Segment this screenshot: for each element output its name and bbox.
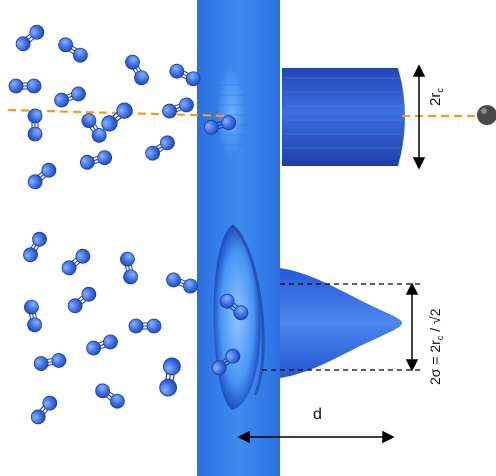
tophat-width-label: 2rc (427, 88, 445, 106)
diatomic-molecule-icon (33, 353, 67, 371)
diatomic-molecule-icon (95, 383, 125, 409)
diatomic-molecule-icon (125, 54, 149, 86)
diatomic-molecule-icon (79, 150, 113, 170)
diatomic-molecule-icon (145, 135, 175, 161)
diatomic-molecule-icon (30, 395, 58, 425)
diatomic-molecule-icon (166, 272, 198, 294)
diatomic-molecule-icon (86, 334, 118, 356)
gaussian-profile (280, 268, 402, 378)
diatomic-molecule-icon (67, 286, 97, 314)
diatomic-molecule-icon (15, 24, 45, 52)
gaussian-width-label: 2σ = 2rc / √2 (427, 308, 445, 385)
cylinder-hatching (285, 77, 404, 149)
diatomic-molecule-icon (203, 115, 237, 135)
distance-label: d (313, 406, 322, 423)
diatomic-molecule-icon (162, 97, 194, 119)
particle-icon (477, 105, 496, 125)
tophat-profile (282, 68, 405, 166)
diatomic-molecule-icon (54, 86, 86, 108)
diatomic-molecule-icon (101, 102, 133, 132)
tophat-width-arrow (412, 64, 426, 170)
membrane-hole (218, 66, 246, 158)
diatomic-molecule-icon (81, 113, 107, 143)
diatomic-molecule-icon (58, 37, 88, 63)
diatomic-molecule-icon (23, 231, 47, 263)
diatomic-molecule-icon (27, 162, 57, 190)
distance-arrow (237, 430, 395, 444)
diatomic-molecule-icon (120, 251, 138, 285)
diatomic-molecule-icon (8, 78, 42, 94)
diatomic-molecule-icon (159, 357, 181, 397)
gaussian-width-arrow (405, 282, 419, 372)
diatomic-molecule-icon (27, 108, 43, 142)
diatomic-molecule-icon (128, 318, 162, 334)
diatomic-molecule-icon (169, 63, 201, 87)
molecules (8, 24, 249, 425)
diatomic-molecule-icon (219, 293, 249, 321)
diatomic-molecule-icon (211, 348, 241, 376)
diatomic-molecule-icon (61, 248, 91, 276)
diatomic-molecule-icon (24, 299, 42, 333)
